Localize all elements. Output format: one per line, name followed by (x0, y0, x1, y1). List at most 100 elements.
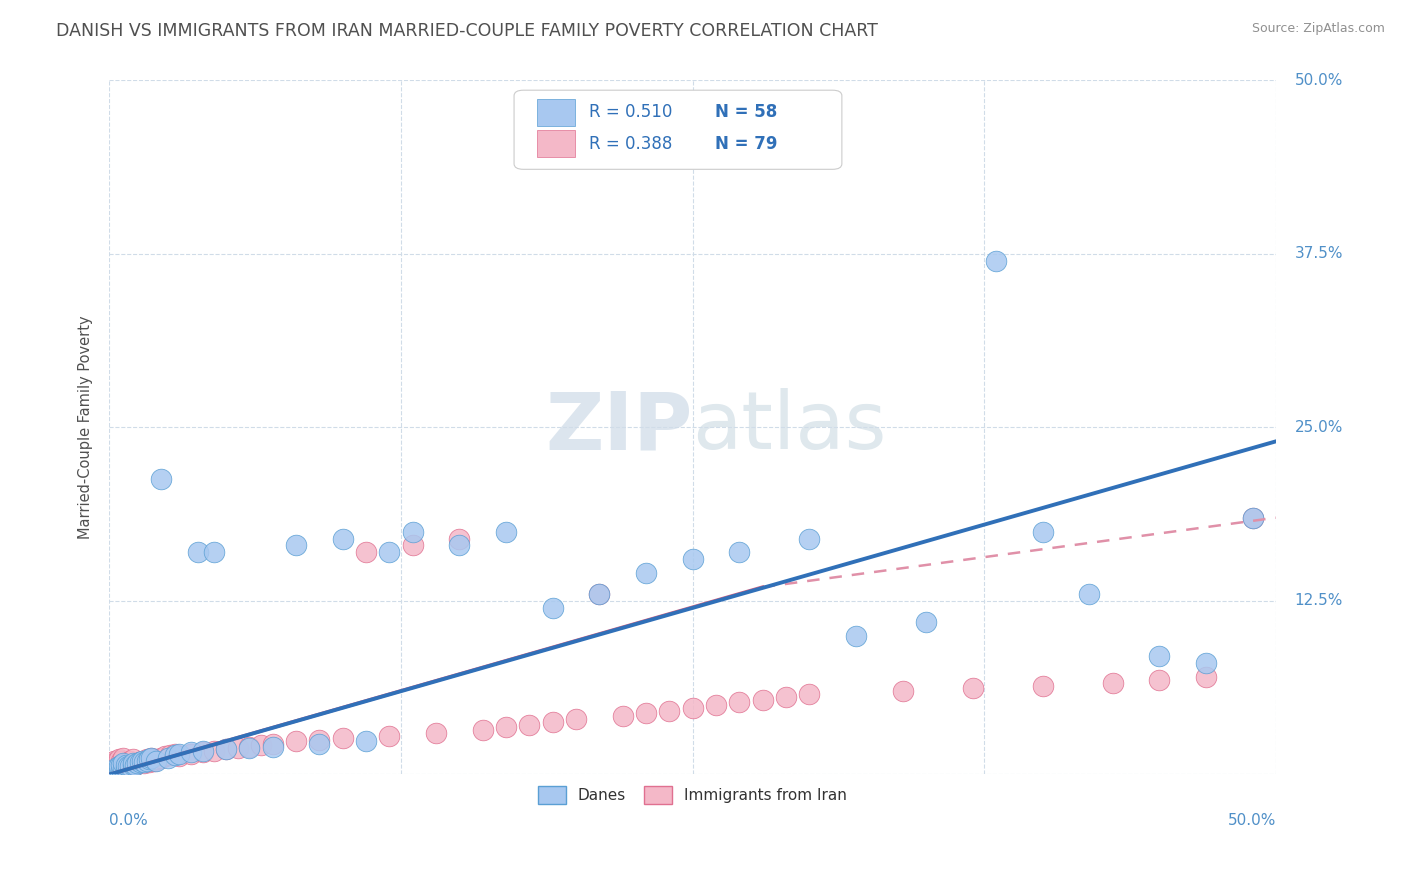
Point (117, 762, 139, 776)
Point (103, 754, 125, 768)
Point (100, 756, 122, 771)
Text: 12.5%: 12.5% (1295, 593, 1343, 608)
Point (354, 545, 377, 559)
Text: 50.0%: 50.0% (1227, 814, 1275, 829)
Point (120, 759, 142, 773)
Point (308, 737, 330, 751)
Point (354, 734, 377, 748)
Text: 37.5%: 37.5% (1295, 246, 1343, 261)
Point (191, 744, 214, 758)
Point (124, 757, 146, 772)
Point (634, 566, 657, 581)
Point (138, 755, 160, 769)
Point (238, 741, 260, 756)
Point (114, 760, 136, 774)
Point (110, 759, 132, 773)
Point (110, 757, 132, 772)
Point (541, 714, 564, 729)
Point (471, 723, 494, 737)
Point (634, 706, 657, 721)
Y-axis label: Married-Couple Family Poverty: Married-Couple Family Poverty (79, 316, 93, 540)
Point (284, 734, 307, 748)
Point (565, 712, 588, 726)
Point (105, 760, 128, 774)
Point (775, 690, 797, 704)
FancyBboxPatch shape (515, 90, 842, 169)
Point (682, 552, 704, 566)
Point (105, 764, 128, 778)
Point (114, 757, 136, 772)
Point (962, 681, 984, 696)
Point (128, 755, 150, 769)
Point (100, 764, 122, 778)
Point (191, 745, 214, 759)
Point (1195, 670, 1218, 684)
Point (112, 751, 135, 765)
Point (135, 752, 157, 766)
Point (121, 759, 143, 773)
Point (156, 751, 179, 765)
Point (202, 545, 225, 559)
Point (124, 757, 146, 772)
Point (121, 752, 143, 766)
Point (401, 538, 423, 552)
Point (127, 756, 149, 771)
Point (187, 545, 209, 559)
Point (845, 629, 868, 643)
Point (131, 754, 153, 768)
Point (114, 756, 136, 771)
Point (149, 751, 172, 765)
Text: N = 58: N = 58 (714, 103, 778, 121)
Point (145, 752, 167, 766)
Point (1147, 673, 1170, 687)
Text: ZIP: ZIP (546, 389, 693, 467)
Point (541, 601, 564, 615)
Point (131, 754, 153, 768)
Point (612, 709, 634, 723)
Point (163, 747, 186, 761)
Point (128, 755, 150, 769)
Point (103, 762, 125, 776)
Point (105, 755, 128, 769)
Text: atlas: atlas (693, 389, 887, 467)
Legend: Danes, Immigrants from Iran: Danes, Immigrants from Iran (530, 778, 855, 812)
Point (1147, 649, 1170, 664)
Point (728, 695, 751, 709)
Point (378, 729, 401, 743)
Point (180, 745, 202, 759)
Point (112, 756, 135, 771)
Text: N = 79: N = 79 (714, 135, 778, 153)
Point (588, 587, 610, 601)
Point (141, 751, 163, 765)
Point (107, 762, 129, 776)
Text: Source: ZipAtlas.com: Source: ZipAtlas.com (1251, 22, 1385, 36)
Point (284, 538, 307, 552)
Point (107, 757, 129, 772)
Point (100, 764, 122, 779)
Point (107, 762, 129, 776)
Point (141, 751, 163, 765)
Point (495, 720, 517, 734)
Point (202, 744, 225, 758)
Point (110, 764, 132, 778)
Point (658, 704, 681, 718)
Point (401, 524, 423, 539)
Point (110, 754, 132, 768)
Point (120, 760, 142, 774)
Point (105, 760, 128, 774)
Point (262, 739, 284, 754)
Point (112, 760, 135, 774)
Point (138, 752, 160, 766)
FancyBboxPatch shape (537, 130, 575, 157)
Point (163, 747, 186, 762)
Point (799, 687, 821, 701)
Point (1241, 510, 1264, 524)
Point (215, 742, 238, 756)
Point (167, 749, 190, 764)
Point (100, 760, 122, 774)
Point (117, 755, 139, 769)
Point (145, 754, 167, 768)
Point (915, 615, 938, 629)
Point (1078, 587, 1101, 601)
Point (107, 752, 129, 766)
